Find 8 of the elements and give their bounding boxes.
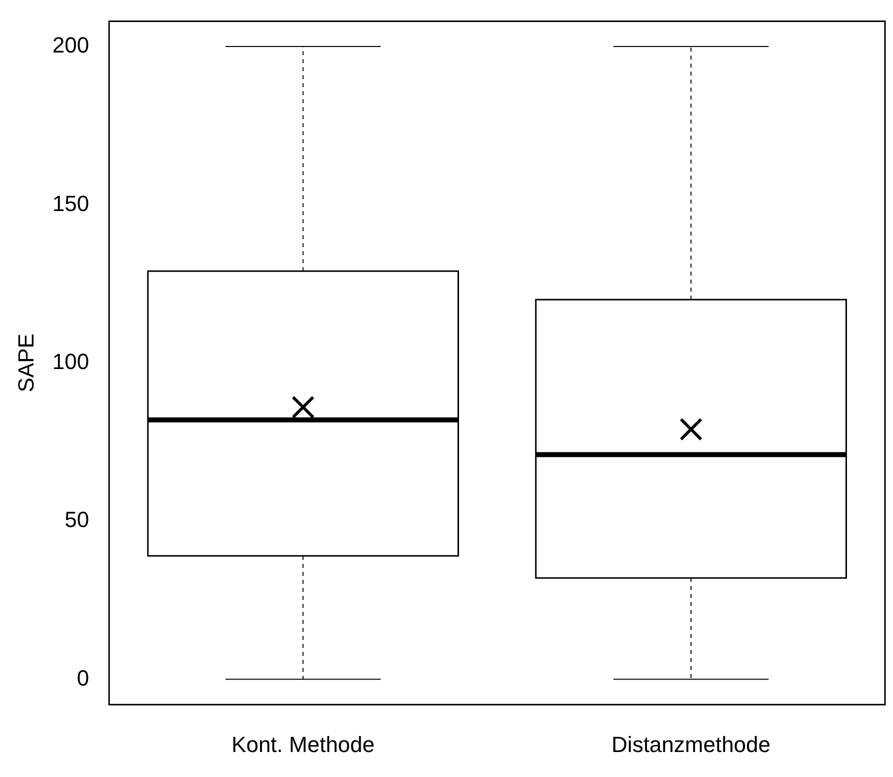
y-tick-label: 200 <box>52 32 90 58</box>
y-tick-label: 150 <box>52 190 90 216</box>
y-tick-label: 0 <box>76 665 90 690</box>
y-tick-label: 100 <box>52 348 90 374</box>
y-tick-label: 50 <box>64 507 90 532</box>
y-axis-title: SAPE <box>13 334 38 392</box>
x-tick-label: Kont. Methode <box>232 732 375 757</box>
x-tick-label: Distanzmethode <box>612 732 771 757</box>
